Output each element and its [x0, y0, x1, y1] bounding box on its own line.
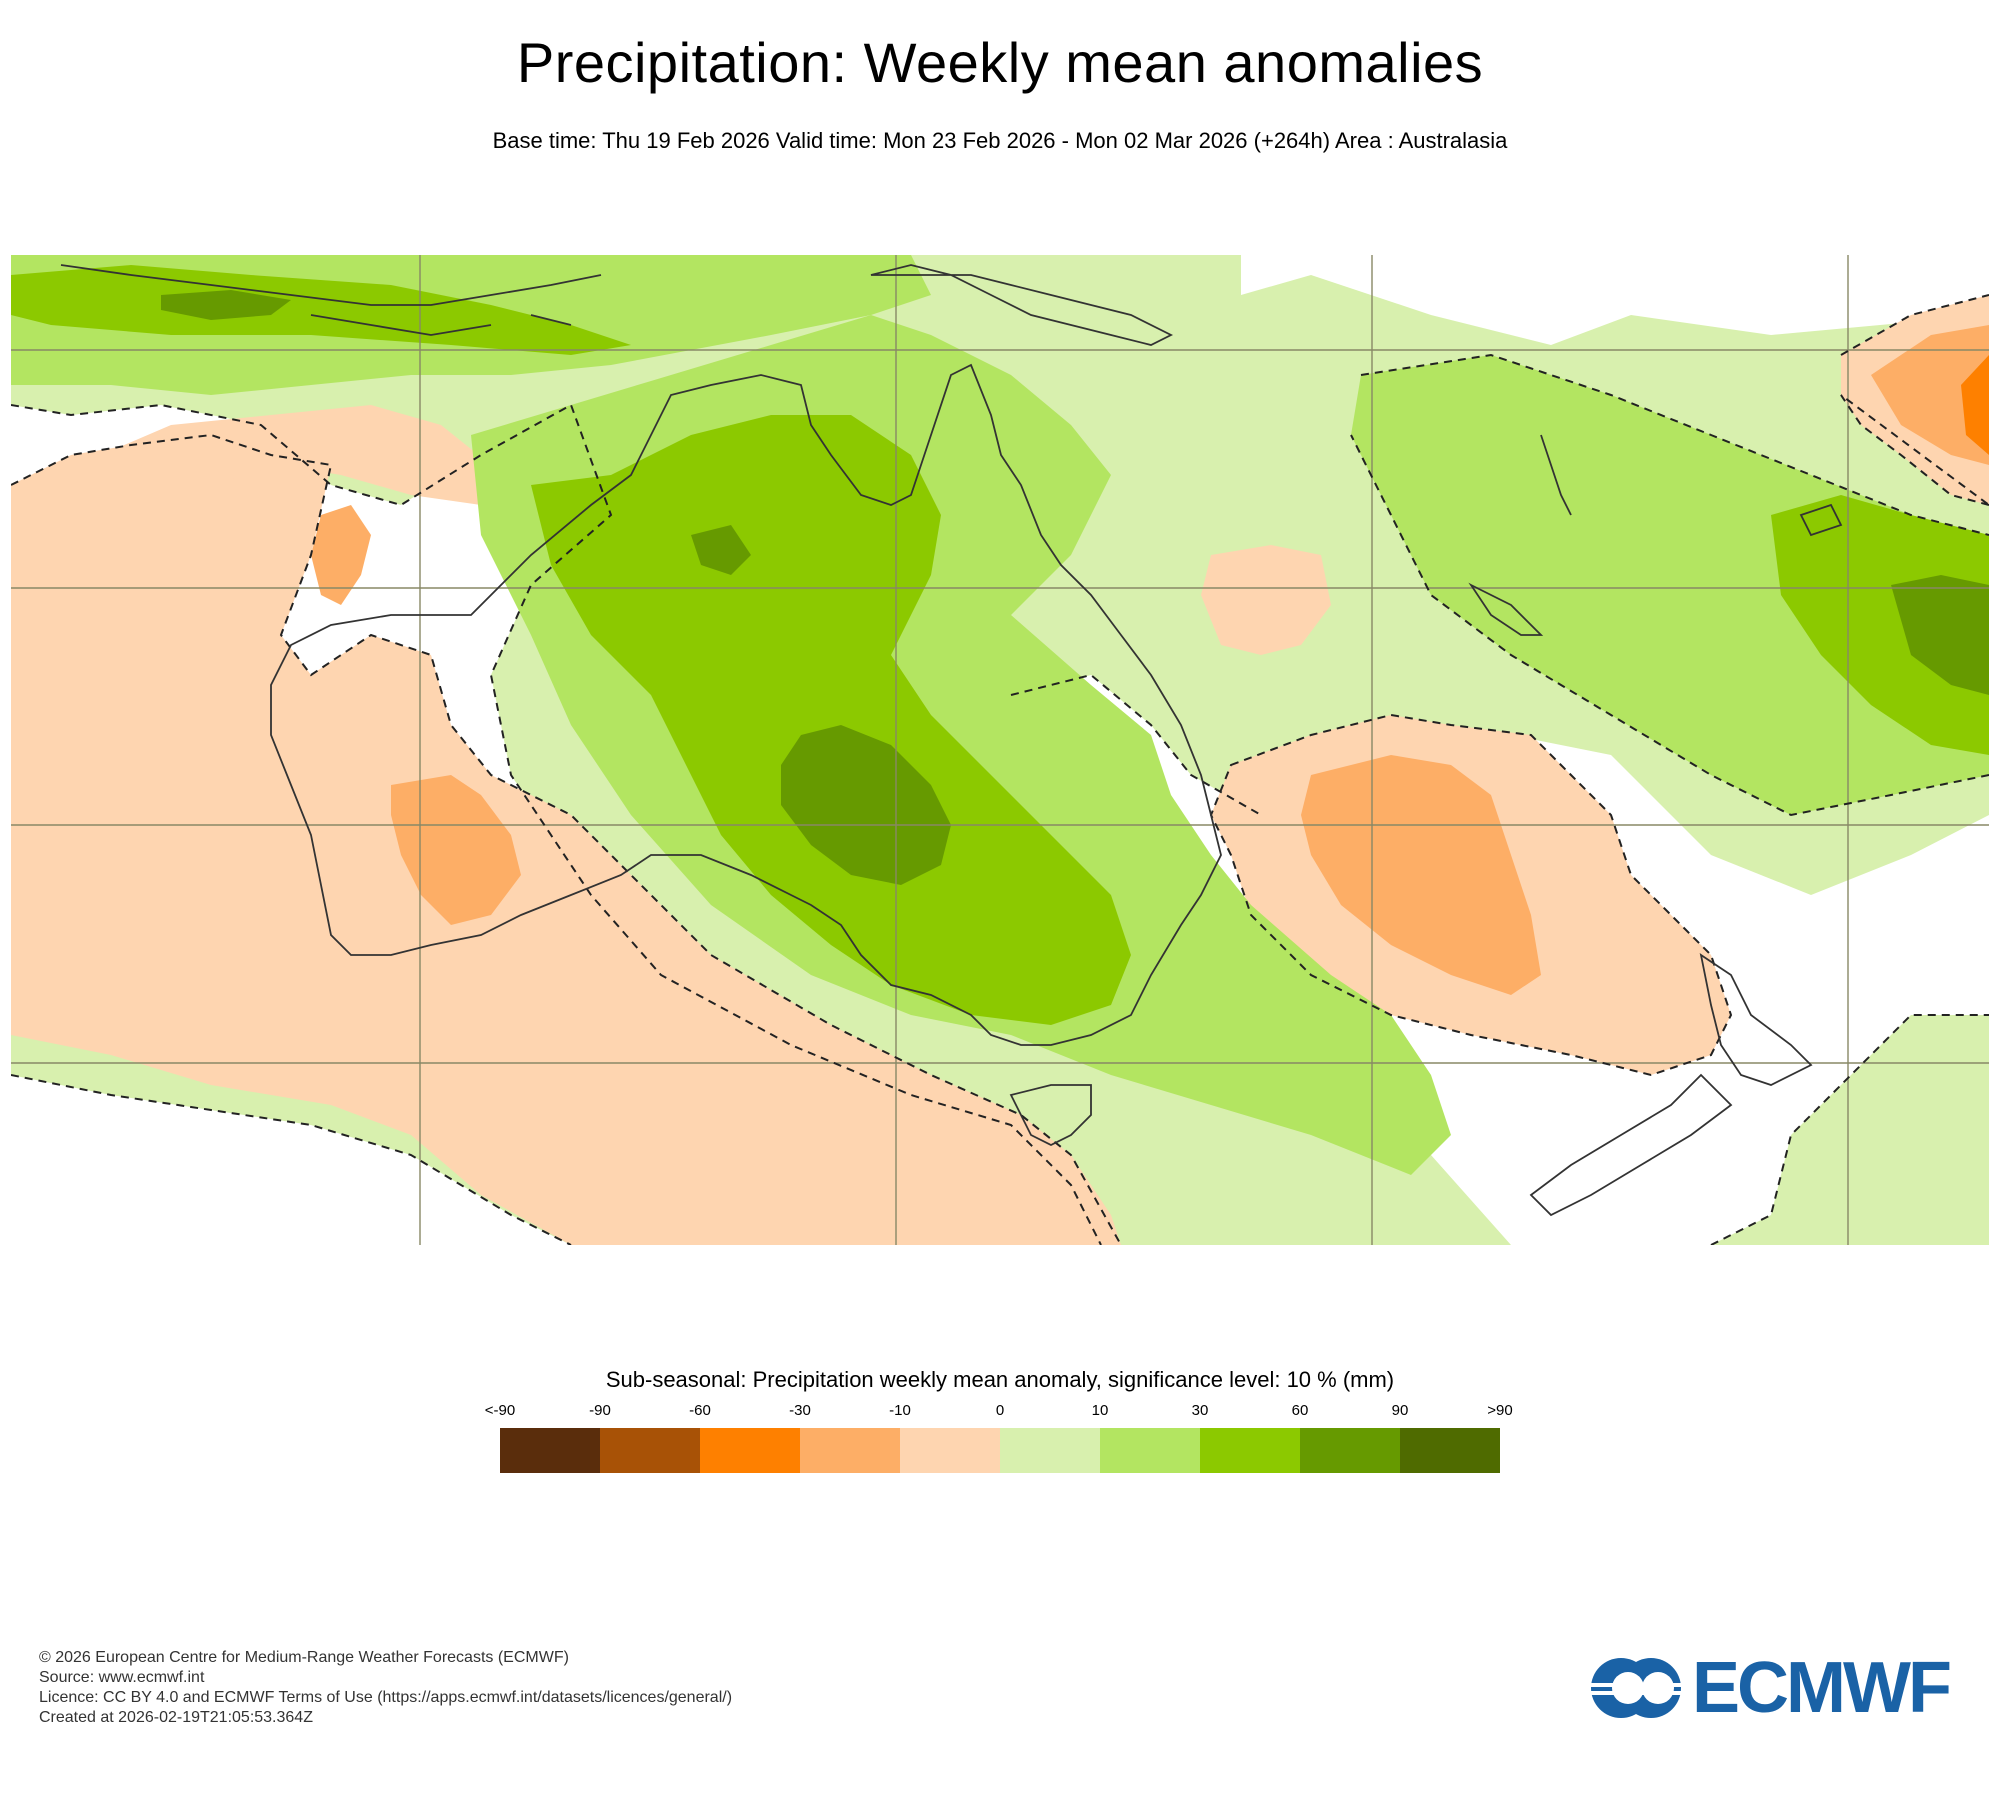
region-pos-dark-australia [781, 725, 951, 885]
region-pos-strong-north [11, 265, 631, 355]
region-neg-mid-tasman [1301, 755, 1541, 995]
legend-swatch [1100, 1428, 1200, 1473]
region-pos-dark-north [161, 290, 291, 320]
map-grid [11, 255, 1989, 1245]
legend-title: Sub-seasonal: Precipitation weekly mean … [605, 1367, 1395, 1392]
region-neg-west [11, 435, 1121, 1245]
legend-tick: -90 [589, 1402, 611, 1419]
legend-tick: 30 [1191, 1402, 1209, 1419]
legend-swatch [1300, 1428, 1400, 1473]
ecmwf-logo: ECMWF [1588, 1648, 1964, 1728]
legend-swatch [900, 1428, 1000, 1473]
tasmania-coast [1009, 1084, 1092, 1147]
coastlines [60, 264, 1843, 1217]
vanuatu-coast [1540, 434, 1572, 516]
chart-title: Precipitation: Weekly mean anomalies [516, 31, 1484, 94]
legend-swatch [1400, 1428, 1500, 1473]
legend-tick: >90 [1487, 1402, 1513, 1419]
significance-contours [11, 294, 1989, 1245]
legend-tick: <-90 [484, 1402, 516, 1419]
nz-north-coast [1699, 953, 1813, 1086]
footer-licence: Licence: CC BY 4.0 and ECMWF Terms of Us… [39, 1689, 733, 1706]
nz-south-coast [1529, 1073, 1733, 1217]
region-neg-sea-coral [1201, 545, 1331, 655]
chart-subtitle: Base time: Thu 19 Feb 2026 Valid time: M… [492, 128, 1508, 153]
footer: © 2026 European Centre for Medium-Range … [39, 1648, 732, 1728]
legend-tick: 60 [1291, 1402, 1309, 1419]
legend-swatch [1000, 1428, 1100, 1473]
footer-created: Created at 2026-02-19T21:05:53.364Z [39, 1709, 313, 1726]
region-neg-mid-west-wa [391, 775, 521, 925]
legend-swatch [600, 1428, 700, 1473]
legend-ticks: <-90 -90 -60 -30 -10 0 10 30 60 90 >90 [0, 1402, 2000, 1422]
footer-source: Source: www.ecmwf.int [39, 1669, 205, 1686]
anomaly-map [11, 255, 1989, 1245]
footer-copyright: © 2026 European Centre for Medium-Range … [39, 1649, 569, 1666]
legend-tick: 10 [1091, 1402, 1109, 1419]
legend-swatch [500, 1428, 600, 1473]
legend-tick: 90 [1391, 1402, 1409, 1419]
region-white-north [1241, 255, 1989, 345]
new-caledonia-coast [1468, 582, 1544, 636]
legend-swatch [700, 1428, 800, 1473]
region-pos-mid-pacific [1351, 355, 1989, 815]
legend-tick: 0 [995, 1402, 1005, 1419]
region-white-south-strip [11, 1075, 571, 1245]
png-coast [870, 264, 1174, 346]
legend-colorbar [500, 1428, 1500, 1473]
ecmwf-logo-icon [1588, 1658, 1684, 1718]
anomaly-map-svg [11, 255, 1989, 1245]
indonesia-coast [60, 264, 602, 336]
region-neg-mid-ne-pacific [1871, 325, 1989, 465]
region-pos-strong-australia [531, 415, 1131, 1025]
region-pos-strong-pacific [1771, 495, 1989, 755]
ecmwf-logo-text: ECMWF [1692, 1648, 1952, 1728]
legend-swatch [1200, 1428, 1300, 1473]
region-pos-dark-kimberley [691, 525, 751, 575]
fiji-coast [1799, 503, 1843, 537]
legend-tick: -10 [889, 1402, 911, 1419]
legend-tick: -30 [789, 1402, 811, 1419]
australia-coast [270, 363, 1222, 1046]
region-neg-strong-ne-pacific [1961, 355, 1989, 455]
region-pos-dark-pacific [1891, 575, 1989, 695]
region-neg-mid-kimberley [311, 505, 371, 605]
legend-tick: -60 [689, 1402, 711, 1419]
legend-swatch [800, 1428, 900, 1473]
